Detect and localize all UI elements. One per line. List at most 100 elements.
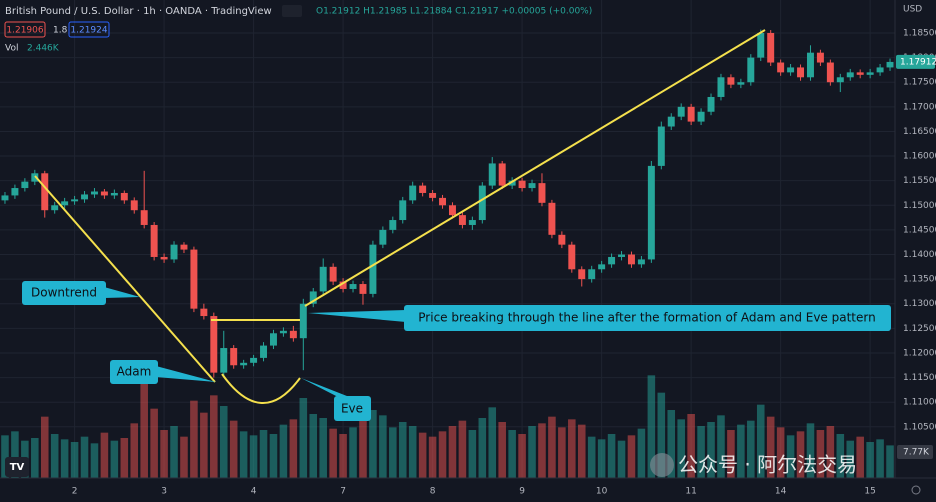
candle-body [876, 67, 884, 73]
volume-bar [180, 436, 188, 478]
candle-layer [1, 29, 894, 378]
sell-box[interactable] [4, 21, 46, 38]
volume-bar [747, 420, 755, 478]
settings-icon[interactable] [911, 485, 921, 495]
candle-body [439, 197, 447, 206]
volume-bar [1, 435, 9, 478]
volume-bar [418, 432, 427, 478]
candle-body [488, 163, 496, 186]
candle-body [31, 173, 39, 182]
candle-body [389, 220, 397, 230]
volume-bar [329, 428, 337, 478]
candle-body [558, 234, 566, 245]
candle-body [329, 266, 337, 282]
volume-bar [667, 410, 676, 478]
ohlc: O1.21912 H1.21985 L1.21884 C1.21917 +0.0… [316, 7, 592, 17]
candle-body [110, 192, 118, 196]
candle-body [399, 200, 407, 221]
candle-body [687, 106, 695, 122]
candle-body [140, 210, 148, 225]
logo [5, 457, 29, 477]
volume-bar [120, 438, 129, 478]
candle-body [538, 183, 546, 203]
axes: 1.185001.180001.175001.170001.165001.160… [72, 28, 936, 496]
candle-body [200, 308, 208, 317]
volume-tag [897, 445, 933, 459]
y-tick-label: 1.18500 [903, 28, 936, 38]
y-tick-label: 1.10500 [903, 422, 936, 432]
volume-bar [448, 426, 457, 478]
volume-bar [219, 406, 228, 478]
candle-body [856, 72, 864, 75]
eve-arc [221, 373, 301, 404]
x-tick-label: 15 [864, 487, 875, 497]
volume-bar [806, 423, 815, 478]
volume-bar [548, 416, 556, 478]
volume-tag-text: 7.77K [903, 448, 930, 458]
last-price-label: 1.17912 [900, 57, 936, 67]
volume-bar [229, 420, 238, 478]
buy-box[interactable] [68, 21, 110, 38]
watermark-icon [650, 453, 674, 477]
volume-layer [1, 375, 894, 478]
volume-bar [518, 434, 526, 478]
y-tick-label: 1.15500 [903, 176, 936, 186]
volume-bar [677, 419, 685, 478]
candle-body [319, 266, 327, 292]
volume-bar [647, 375, 656, 478]
x-tick-label: 10 [596, 487, 608, 497]
candle-body [299, 303, 307, 339]
candle-body [528, 183, 536, 189]
candle-body [448, 205, 456, 216]
candle-body [150, 224, 158, 257]
volume-bar [110, 440, 119, 478]
callout-box [22, 281, 106, 305]
candle-body [379, 229, 387, 245]
candle-body [61, 201, 69, 206]
volume-bar [289, 419, 298, 478]
volume-bar [687, 414, 695, 478]
volume-bar [80, 436, 89, 478]
x-tick-label: 7 [340, 487, 346, 497]
volume-bar [577, 424, 586, 478]
callout-box [110, 360, 158, 384]
volume-bar [428, 436, 437, 478]
candle-body [806, 52, 814, 78]
currency[interactable]: USD [903, 5, 922, 15]
candle-body [747, 57, 755, 83]
sell-price: 1.21906 [6, 26, 43, 36]
eye-icon[interactable] [282, 5, 302, 17]
volume-bar [568, 419, 576, 478]
callout-pointer [301, 378, 352, 398]
volume-bar [876, 439, 884, 478]
candle-body [1, 195, 9, 201]
volume-bar [70, 442, 79, 478]
volume-bar [259, 430, 268, 478]
candle-body [71, 199, 79, 202]
volume-bar [140, 376, 148, 478]
volume-bar [60, 439, 69, 478]
candle-body [657, 126, 665, 166]
candle-body [21, 181, 29, 189]
y-tick-label: 1.11500 [903, 373, 936, 383]
callout-text: Adam [117, 365, 152, 379]
volume-bar [498, 422, 506, 478]
candle-body [349, 284, 357, 289]
candle-body [757, 32, 765, 58]
x-tick-label: 11 [685, 487, 696, 497]
candle-body [588, 269, 596, 280]
candle-body [667, 116, 675, 127]
candle-body [608, 256, 616, 265]
volume-bar [488, 407, 497, 478]
candle-body [568, 244, 576, 270]
volume-bar [299, 398, 308, 478]
y-tick-label: 1.13000 [903, 299, 936, 309]
volume-bar [846, 440, 855, 478]
volume-bar [697, 426, 705, 478]
candle-body [210, 316, 218, 373]
volume-bar [786, 435, 795, 478]
volume-bar [617, 440, 626, 478]
volume-bar [389, 427, 397, 478]
volume-bar [528, 426, 536, 478]
